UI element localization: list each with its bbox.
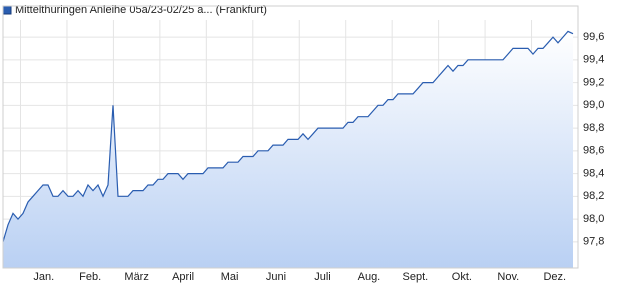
- x-tick-label: Jan.: [33, 271, 54, 283]
- x-tick-label: Sept.: [403, 271, 429, 283]
- y-tick-label: 98,0: [583, 213, 604, 225]
- price-line: [2, 30, 574, 242]
- y-tick-label: 99,2: [583, 76, 604, 88]
- y-tick-label: 98,6: [583, 145, 604, 157]
- y-tick-label: 99,6: [583, 31, 604, 43]
- x-tick-label: Juli: [314, 271, 331, 283]
- x-tick-label: April: [172, 271, 194, 283]
- y-tick-label: 99,4: [583, 54, 604, 66]
- x-tick-label: Okt.: [452, 271, 472, 283]
- y-tick-label: 99,0: [583, 99, 604, 111]
- x-tick-label: Dez.: [543, 271, 566, 283]
- x-tick-label: Aug.: [358, 271, 381, 283]
- y-tick-label: 98,2: [583, 190, 604, 202]
- x-tick-label: Feb.: [79, 271, 101, 283]
- y-tick-label: 98,4: [583, 167, 604, 179]
- x-tick-label: Nov.: [497, 271, 519, 283]
- x-tick-label: Mai: [221, 271, 239, 283]
- legend-swatch: [2, 5, 12, 15]
- y-tick-label: 98,8: [583, 122, 604, 134]
- legend-label: Mittelthüringen Anleihe 05a/23-02/25 a..…: [15, 4, 267, 16]
- x-tick-label: Juni: [266, 271, 286, 283]
- x-tick-label: März: [124, 271, 148, 283]
- plot-frame: [2, 5, 579, 269]
- y-tick-label: 97,8: [583, 236, 604, 248]
- area-fill: [3, 31, 573, 269]
